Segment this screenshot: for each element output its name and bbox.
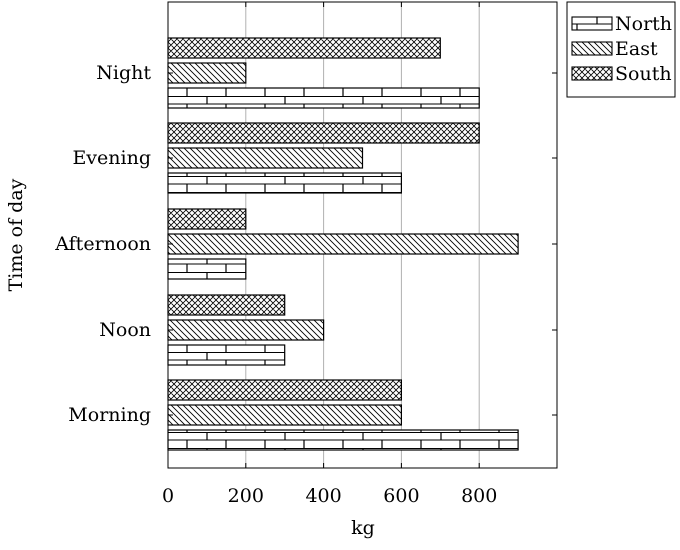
plot-frame (167, 1, 558, 469)
x-tick-label: 600 (383, 485, 419, 507)
y-tick-label: Morning (68, 404, 151, 426)
legend-label-south: South (615, 63, 672, 85)
bar-east (167, 147, 364, 169)
x-tick-label: 400 (305, 485, 341, 507)
y-tick-label: Night (96, 62, 151, 84)
bar-north (167, 258, 247, 280)
bars (167, 37, 519, 451)
bar-south (167, 294, 286, 316)
bar-south (167, 122, 480, 144)
x-axis-label: kg (351, 517, 375, 539)
bar-south (167, 379, 402, 401)
y-tick-label: Noon (99, 319, 151, 341)
x-tick-label: 800 (461, 485, 497, 507)
bar-east (167, 233, 519, 255)
y-axis-label: Time of day (5, 178, 27, 291)
bar-south (167, 208, 247, 230)
bar-north (167, 344, 286, 366)
bar-east (167, 404, 402, 426)
x-tick-label: 0 (162, 485, 174, 507)
legend-label-north: North (615, 13, 672, 35)
bar-north (167, 429, 519, 451)
legend-swatch-east (571, 41, 613, 56)
bar-east (167, 319, 325, 341)
x-tick-label: 200 (228, 485, 264, 507)
legend-swatch-north (571, 16, 613, 31)
legend-label-east: East (615, 38, 658, 60)
bar-north (167, 87, 480, 109)
ticks: 0 200 400 600 800 Morning Noon Afternoon Evening… (54, 2, 557, 507)
bar-north (167, 172, 402, 194)
y-tick-label: Afternoon (54, 233, 151, 255)
bar-south (167, 37, 441, 59)
y-tick-label: Evening (72, 147, 151, 169)
legend-swatch-south (571, 66, 613, 81)
bar-east (167, 62, 247, 84)
legend: North East South (566, 1, 676, 98)
